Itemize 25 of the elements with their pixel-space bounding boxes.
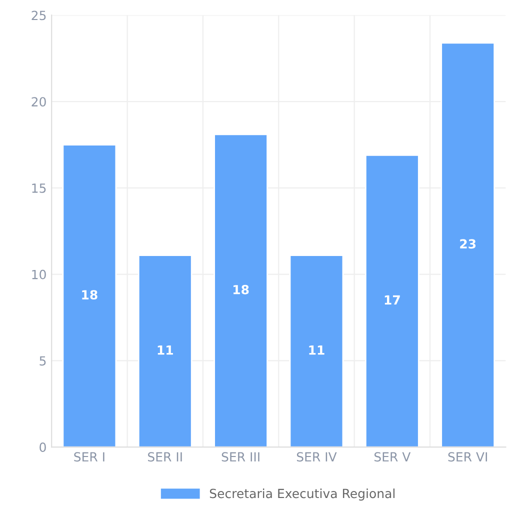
bar [440,42,496,448]
data-label: 18 [234,284,249,294]
x-tick-label: SER I [74,452,104,462]
y-tick-label: 25 [32,10,46,20]
data-label: 18 [82,290,98,300]
bar [62,144,117,448]
bar [214,134,268,448]
y-tick-label: 15 [32,184,46,193]
bar [289,254,344,448]
x-tick-label: SER V [374,452,411,462]
x-tick-label: SER II [148,452,182,462]
legend-label: Secretaria Executiva Regional [210,488,394,501]
data-label: 17 [384,295,400,305]
data-label: 11 [309,346,324,355]
x-tick-label: SER IV [296,452,337,462]
y-tick-label: 0 [40,442,46,452]
y-tick-label: 10 [32,270,46,280]
data-label: 23 [460,239,476,249]
y-tick-label: 5 [40,356,46,366]
x-tick-label: SER VI [448,452,487,462]
bar [364,154,420,448]
bar [138,254,192,448]
x-tick-label: SER III [222,452,260,462]
data-label: 11 [158,346,173,355]
y-tick-label: 20 [32,97,46,107]
